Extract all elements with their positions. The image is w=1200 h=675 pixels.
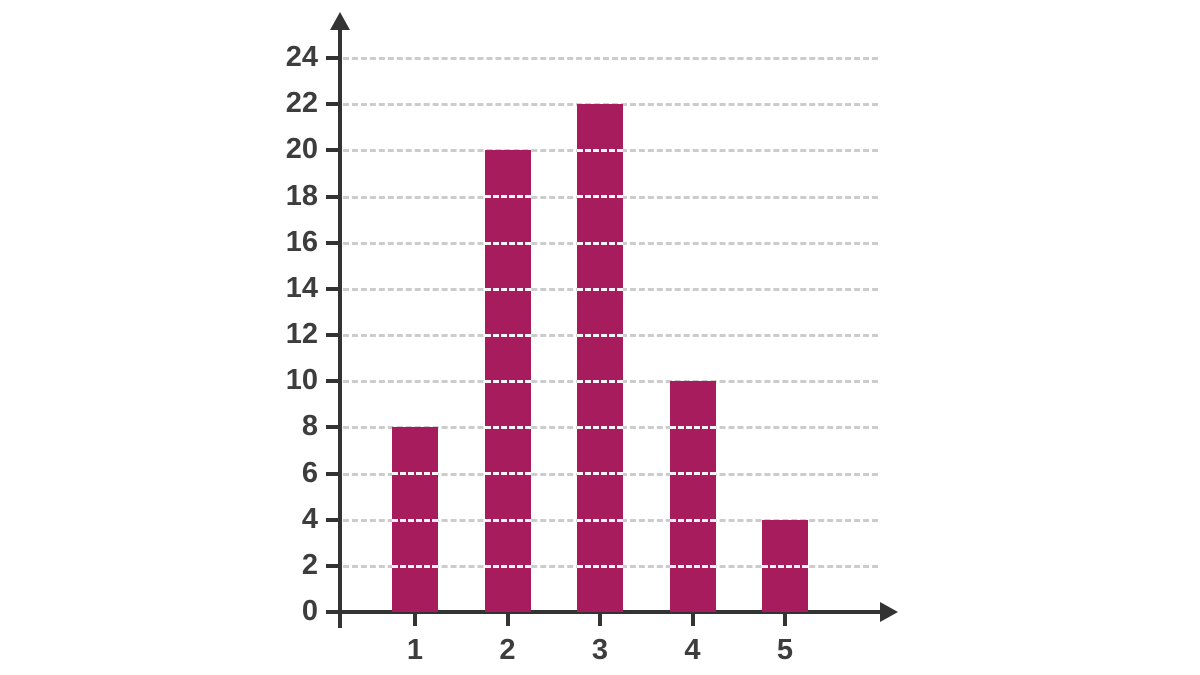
bar-gridline-overlay — [577, 472, 623, 476]
bar-gridline-overlay — [577, 149, 623, 153]
bar-gridline-overlay — [577, 426, 623, 430]
y-tick-0 — [326, 610, 342, 614]
y-tick-24 — [326, 56, 342, 60]
x-axis-tick-label: 2 — [499, 634, 516, 666]
x-tick-2 — [505, 612, 510, 626]
y-tick-20 — [326, 148, 342, 153]
y-tick-4 — [326, 517, 342, 522]
y-axis-tick-label: 10 — [285, 364, 318, 397]
bar-gridline-overlay — [669, 518, 716, 522]
bar-gridline-overlay — [577, 333, 623, 337]
y-axis-tick-label: 16 — [285, 225, 318, 258]
y-tick-18 — [326, 194, 342, 199]
bar-gridline-overlay — [669, 472, 716, 476]
bar-2 — [484, 150, 531, 612]
bar-gridline-overlay — [484, 564, 531, 568]
bar-gridline-overlay — [577, 380, 623, 384]
bar-gridline-overlay — [669, 426, 716, 430]
bar-1 — [392, 427, 438, 612]
y-axis-tick-label: 2 — [301, 548, 318, 581]
y-tick-8 — [326, 425, 342, 430]
bar-gridline-overlay — [484, 518, 531, 522]
bar-gridline-overlay — [392, 564, 438, 568]
x-tick-4 — [690, 612, 695, 626]
bar-gridline-overlay — [484, 333, 531, 337]
bar-gridline-overlay — [577, 564, 623, 568]
bar-4 — [669, 381, 716, 612]
x-tick-5 — [783, 612, 787, 626]
bar-gridline-overlay — [484, 287, 531, 291]
y-axis-line — [338, 28, 342, 628]
y-axis-tick-label: 4 — [301, 502, 318, 535]
x-axis-tick-label: 1 — [406, 634, 424, 666]
bar-gridline-overlay — [577, 241, 623, 245]
bar-gridline-overlay — [484, 241, 531, 245]
x-tick-3 — [598, 612, 602, 626]
bar-gridline-overlay — [669, 564, 716, 568]
bar-5 — [762, 519, 808, 612]
bar-gridline-overlay — [577, 518, 623, 522]
y-tick-2 — [326, 563, 342, 568]
y-axis-tick-label: 0 — [301, 595, 318, 627]
bar-gridline-overlay — [392, 518, 438, 522]
bar-gridline-overlay — [484, 426, 531, 430]
x-axis-tick-label: 5 — [776, 634, 794, 666]
y-tick-6 — [326, 471, 342, 476]
bar-gridline-overlay — [484, 195, 531, 199]
y-tick-14 — [326, 286, 342, 291]
y-tick-22 — [326, 102, 342, 107]
x-axis-line — [328, 610, 882, 614]
bar-gridline-overlay — [484, 380, 531, 384]
y-axis-tick-label: 22 — [285, 87, 318, 120]
y-tick-10 — [326, 379, 342, 384]
y-tick-12 — [326, 333, 342, 337]
y-tick-16 — [326, 240, 342, 245]
y-axis-tick-label: 6 — [301, 456, 318, 489]
y-axis-tick-label: 24 — [285, 41, 318, 73]
y-axis-tick-label: 18 — [285, 179, 318, 212]
bar-gridline-overlay — [392, 472, 438, 476]
y-axis-arrow-icon — [330, 12, 350, 30]
x-tick-1 — [413, 612, 417, 626]
bar-3 — [577, 104, 623, 612]
y-axis-tick-label: 20 — [285, 133, 318, 166]
y-axis-tick-label: 12 — [285, 318, 318, 350]
x-axis-tick-label: 4 — [684, 634, 701, 666]
bar-gridline-overlay — [577, 287, 623, 291]
bar-gridline-overlay — [484, 472, 531, 476]
y-axis-tick-label: 14 — [285, 271, 318, 304]
gridline-24 — [343, 57, 878, 60]
bar-gridline-overlay — [762, 564, 808, 568]
y-axis-tick-label: 8 — [301, 410, 318, 443]
x-axis-tick-label: 3 — [591, 634, 609, 666]
x-axis-arrow-icon — [880, 602, 898, 622]
bar-gridline-overlay — [577, 195, 623, 199]
